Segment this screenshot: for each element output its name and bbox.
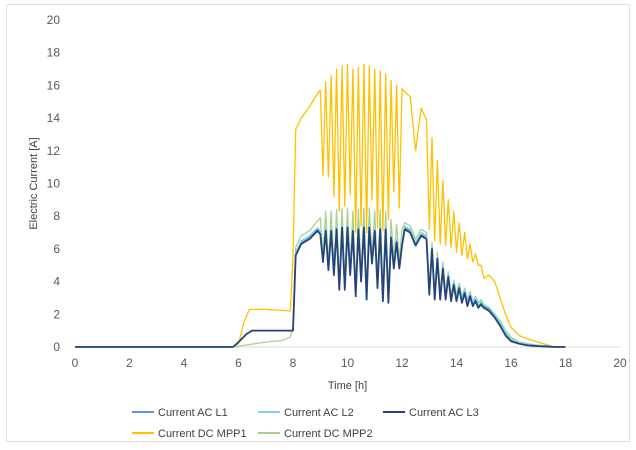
- x-tick-label: 8: [290, 356, 297, 370]
- x-tick-label: 2: [126, 356, 133, 370]
- x-tick-label: 10: [341, 356, 355, 370]
- x-tick-label: 0: [72, 356, 79, 370]
- x-tick-label: 4: [181, 356, 188, 370]
- x-axis-title: Time [h]: [328, 380, 367, 392]
- series-lines: [75, 63, 566, 348]
- series-line-current-ac-l3: [75, 226, 566, 348]
- series-line-current-ac-l1: [75, 225, 566, 348]
- legend-label: Current DC MPP2: [284, 428, 373, 440]
- legend: Current AC L1 Current AC L2 Current AC L3 C…: [132, 407, 479, 440]
- y-axis-title: Electric Current [A]: [28, 137, 40, 229]
- legend-item: Current DC MPP2: [258, 428, 373, 440]
- x-tick-label: 12: [395, 356, 409, 370]
- y-tick-label: 20: [47, 13, 61, 27]
- legend-item: Current AC L3: [383, 407, 479, 419]
- legend-label: Current AC L3: [409, 407, 479, 419]
- x-tick-label: 14: [450, 356, 464, 370]
- y-tick-label: 14: [47, 111, 61, 125]
- y-tick-label: 18: [47, 46, 61, 60]
- y-tick-label: 12: [47, 144, 61, 158]
- y-tick-label: 0: [53, 340, 60, 354]
- x-tick-label: 6: [235, 356, 242, 370]
- y-tick-label: 8: [53, 209, 60, 223]
- axes: 0 2 4 6 8 10 12 14 16 18 20 0 2 4 6 8 10 12 14 16 18 20: [47, 13, 627, 370]
- legend-item: Current AC L1: [132, 407, 228, 419]
- x-tick-label: 16: [504, 356, 518, 370]
- x-tick-label: 20: [613, 356, 627, 370]
- legend-label: Current DC MPP1: [158, 428, 247, 440]
- legend-item: Current AC L2: [258, 407, 354, 419]
- series-line-current-dc-mpp1: [75, 63, 566, 348]
- legend-label: Current AC L2: [284, 407, 354, 419]
- y-tick-label: 4: [53, 275, 60, 289]
- y-tick-label: 16: [47, 78, 61, 92]
- legend-item: Current DC MPP1: [132, 428, 247, 440]
- y-tick-label: 2: [53, 307, 60, 321]
- y-tick-label: 10: [47, 177, 61, 191]
- x-tick-label: 18: [559, 356, 573, 370]
- legend-label: Current AC L1: [158, 407, 228, 419]
- y-tick-label: 6: [53, 242, 60, 256]
- chart-frame: [6, 4, 630, 442]
